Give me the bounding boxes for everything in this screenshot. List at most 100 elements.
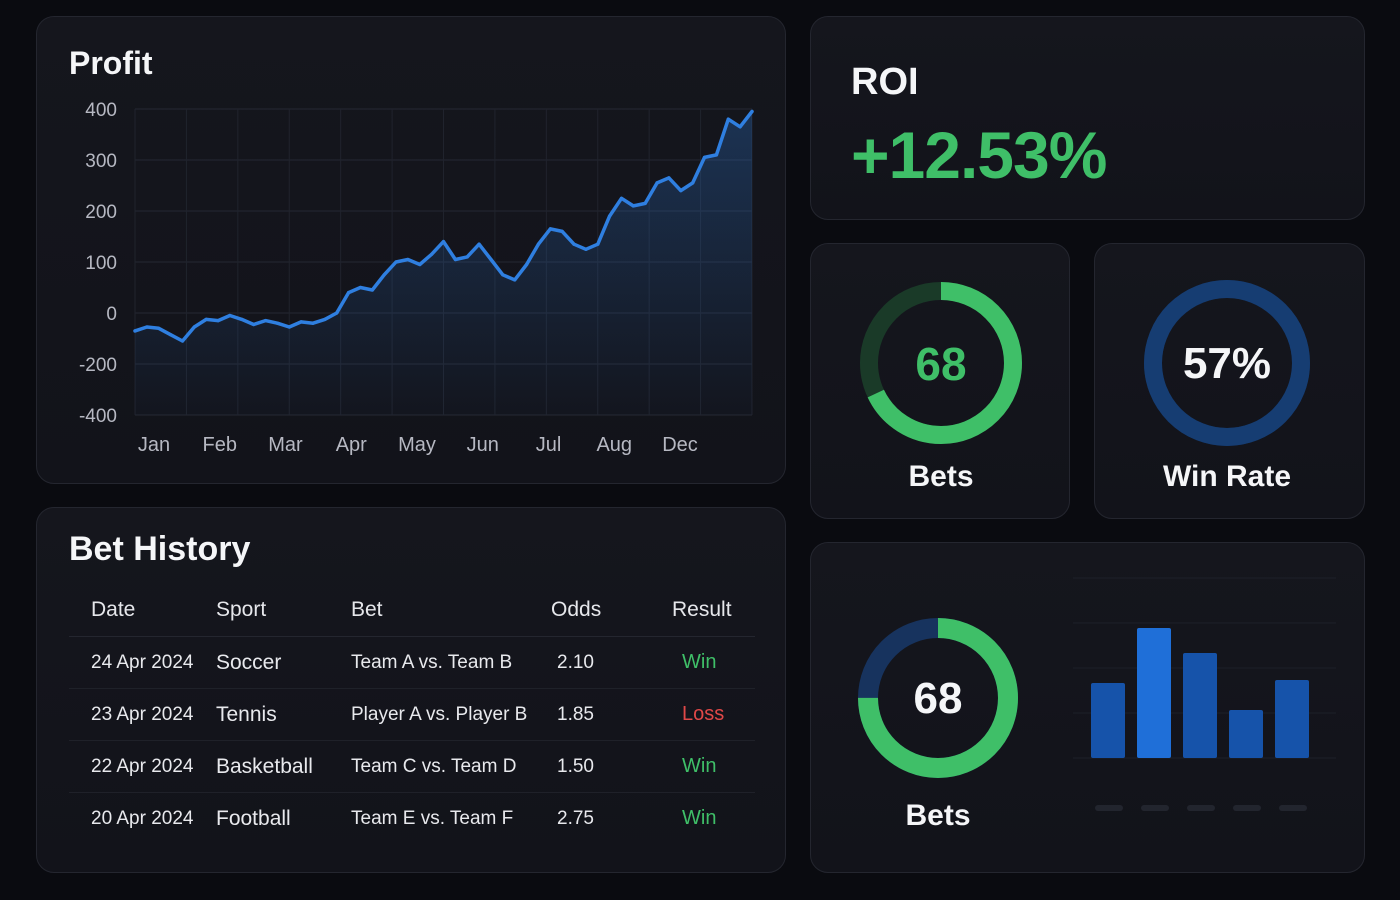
profit-point — [608, 214, 612, 218]
summary-bar — [1137, 628, 1171, 758]
summary-donut-caption: Bets — [905, 799, 971, 832]
profit-point — [347, 291, 351, 295]
summary-bar — [1091, 683, 1125, 758]
profit-x-tick-label: May — [398, 434, 436, 456]
profit-point — [240, 317, 244, 321]
profit-area — [135, 111, 752, 415]
profit-point — [679, 189, 683, 193]
profit-point — [358, 285, 362, 290]
profit-point — [702, 155, 707, 159]
row-sport: Tennis — [216, 688, 351, 741]
table-row[interactable]: 22 Apr 2024 Basketball Team C vs. Team D… — [69, 740, 755, 793]
profit-title: Profit — [69, 45, 153, 81]
summary-chart — [858, 577, 1336, 811]
profit-point — [477, 242, 481, 246]
row-odds: 2.75 — [557, 807, 594, 829]
table-row[interactable]: 20 Apr 2024 Football Team E vs. Team F 2… — [69, 793, 755, 845]
roi-label: ROI — [851, 61, 919, 103]
bet-history-title: Bet History — [69, 530, 251, 568]
summary-bar-chart — [1073, 577, 1336, 811]
profit-point — [275, 321, 279, 325]
profit-point — [453, 257, 457, 262]
profit-point — [489, 257, 493, 262]
profit-point — [560, 229, 564, 233]
profit-point — [145, 325, 149, 329]
profit-point — [726, 117, 730, 121]
profit-point — [216, 319, 220, 323]
column-header-bet[interactable]: Bet — [351, 584, 551, 637]
profit-x-tick-label: Jan — [138, 434, 170, 456]
profit-point — [631, 204, 635, 208]
profit-point — [643, 201, 647, 205]
profit-chart: 400 300 200 100 0 -200 -400 Jan Feb Mar Apr May Jun J… — [79, 100, 754, 456]
profit-point — [133, 329, 137, 333]
column-header-result[interactable]: Result — [672, 584, 755, 637]
profit-point — [738, 125, 742, 129]
profit-x-tick-label: Aug — [596, 434, 632, 456]
profit-point — [584, 247, 588, 251]
row-result: Loss — [672, 688, 755, 741]
profit-point — [548, 227, 552, 231]
profit-point — [252, 322, 256, 327]
profit-point — [430, 252, 434, 256]
profit-card: Profit 400 300 200 100 0 -200 -400 Jan Feb Mar Apr… — [36, 16, 786, 484]
profit-point — [299, 320, 303, 324]
row-date: 24 Apr 2024 — [69, 636, 216, 689]
profit-point — [169, 333, 173, 337]
profit-x-tick-label: Feb — [203, 434, 237, 456]
profit-point — [536, 242, 540, 246]
summary-bar-label-placeholder — [1095, 805, 1123, 811]
profit-point — [418, 262, 422, 267]
winrate-gauge-caption: Win Rate — [1162, 460, 1292, 493]
profit-point — [619, 196, 624, 200]
profit-y-tick-label: -200 — [79, 355, 117, 376]
row-sport: Football — [216, 806, 291, 830]
profit-point — [525, 262, 529, 267]
profit-point — [441, 240, 446, 244]
profit-point — [382, 273, 386, 277]
profit-point — [750, 109, 754, 114]
profit-point — [323, 317, 327, 321]
column-header-odds[interactable]: Odds — [551, 584, 672, 637]
bets-gauge-caption: Bets — [908, 460, 974, 493]
profit-y-tick-label: 200 — [85, 202, 117, 223]
profit-y-tick-label: 0 — [106, 304, 117, 325]
row-bet: Team E vs. Team F — [351, 807, 514, 829]
profit-point — [180, 339, 185, 343]
profit-point — [263, 319, 268, 323]
summary-donut-value: 68 — [913, 674, 963, 723]
row-bet: Player A vs. Player B — [351, 688, 551, 741]
profit-point — [655, 181, 659, 185]
summary-card: 68 Bets — [810, 542, 1365, 873]
profit-point — [513, 278, 517, 282]
column-header-sport[interactable]: Sport — [216, 584, 351, 637]
summary-bar-label-placeholder — [1187, 805, 1215, 811]
bets-gauge-ring — [860, 282, 1022, 444]
profit-point — [228, 313, 232, 318]
bets-gauge-arc — [860, 282, 1022, 444]
profit-point — [572, 242, 576, 246]
summary-bar-label-placeholder — [1233, 805, 1261, 811]
winrate-gauge-arc — [1144, 280, 1310, 446]
profit-x-tick-label: Mar — [268, 434, 303, 456]
bet-history-card: Bet History Date Sport Bet Odds Result 2… — [36, 507, 786, 873]
row-bet: Team C vs. Team D — [351, 740, 551, 793]
profit-point — [335, 311, 339, 315]
summary-bar — [1183, 653, 1217, 758]
profit-point — [691, 181, 695, 185]
row-sport: Basketball — [216, 740, 351, 793]
profit-point — [406, 257, 410, 262]
profit-point — [287, 325, 291, 329]
profit-y-tick-label: 400 — [85, 100, 117, 121]
table-row[interactable]: 23 Apr 2024 Tennis Player A vs. Player B… — [69, 688, 755, 741]
profit-point — [192, 325, 196, 329]
row-result: Win — [682, 807, 717, 829]
table-row[interactable]: 24 Apr 2024 Soccer Team A vs. Team B 2.1… — [69, 636, 755, 689]
row-date: 22 Apr 2024 — [69, 740, 216, 793]
bets-gauge-card: 68 Bets — [810, 243, 1070, 519]
profit-y-tick-label: 300 — [85, 151, 117, 172]
table-header-row: Date Sport Bet Odds Result — [69, 584, 755, 637]
column-header-date[interactable]: Date — [69, 584, 216, 637]
summary-bar-label-placeholder — [1141, 805, 1169, 811]
summary-bar-label-placeholder — [1279, 805, 1307, 811]
